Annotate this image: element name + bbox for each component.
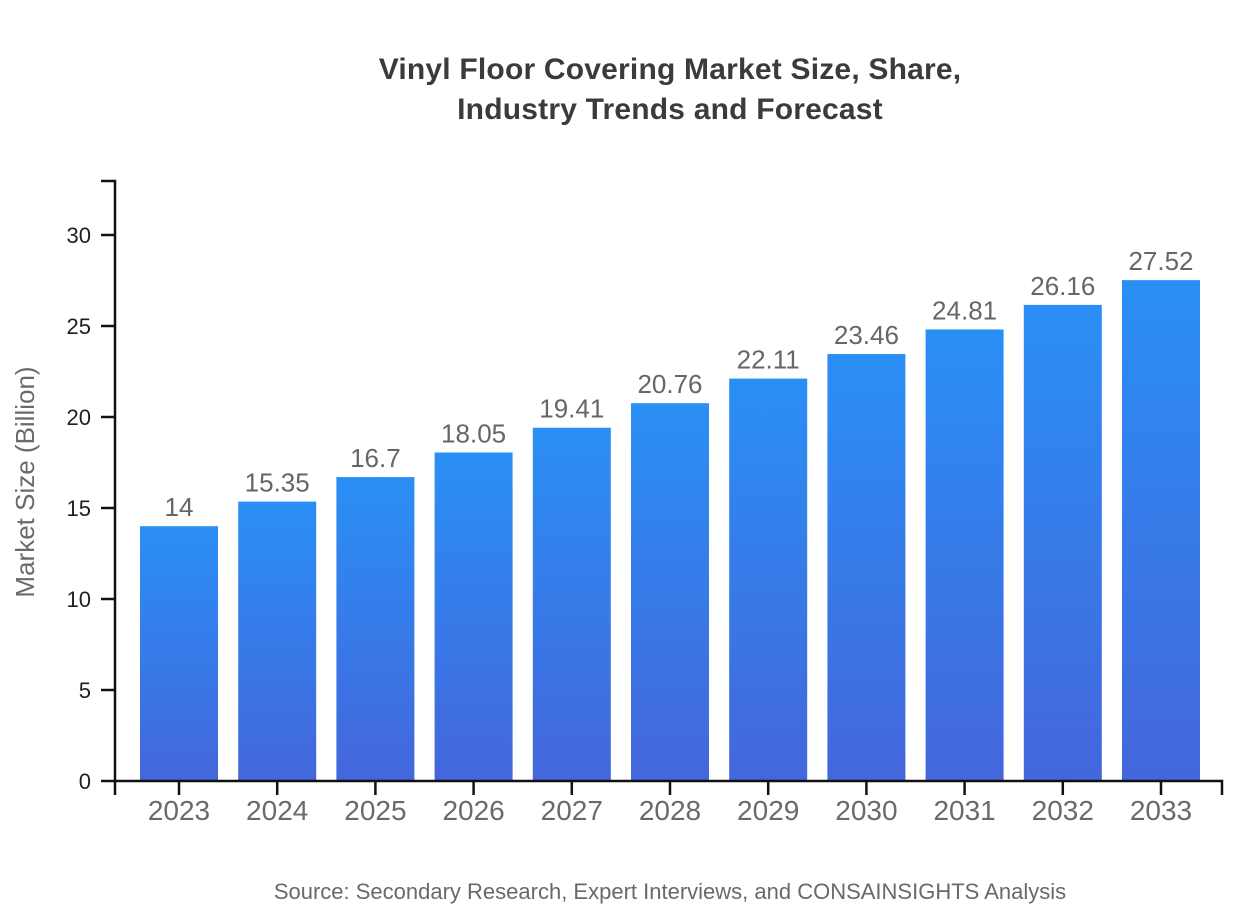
chart-title-line2: Industry Trends and Forecast <box>457 93 883 126</box>
axes-layer <box>101 179 1224 795</box>
y-axis-tick-label: 25 <box>67 314 91 339</box>
x-axis-tick-label: 2033 <box>1130 795 1192 826</box>
x-axis-tick-label: 2026 <box>442 795 504 826</box>
x-axis-tick-label: 2030 <box>835 795 897 826</box>
y-axis-tick-label: 0 <box>79 769 91 794</box>
bar-value-label: 22.11 <box>737 345 800 375</box>
x-axis-tick-label: 2027 <box>541 795 603 826</box>
bar-value-label: 24.81 <box>932 295 997 325</box>
x-axis-tick-label: 2023 <box>148 795 210 826</box>
chart-title-line1: Vinyl Floor Covering Market Size, Share, <box>378 53 962 86</box>
bar-value-label: 15.35 <box>245 468 310 498</box>
x-axis-tick-label: 2028 <box>639 795 701 826</box>
axis-spine <box>101 179 1224 795</box>
bar-2031 <box>925 329 1004 781</box>
bar-value-label: 16.7 <box>350 443 401 473</box>
bar-2032 <box>1023 304 1102 781</box>
bar-2026 <box>434 452 513 781</box>
bar-2024 <box>238 501 317 781</box>
bar-2025 <box>336 477 415 781</box>
bar-2027 <box>532 427 611 781</box>
bar-2033 <box>1122 280 1200 781</box>
bar-2023 <box>140 526 218 781</box>
x-axis-tick-label: 2029 <box>737 795 799 826</box>
x-axis-tick-label: 2031 <box>933 795 995 826</box>
bar-value-label: 19.41 <box>539 394 604 424</box>
labels-layer: 051015202530202314202415.35202516.720261… <box>67 223 1194 826</box>
y-axis-tick-label: 5 <box>79 678 91 703</box>
x-axis-tick-label: 2025 <box>344 795 406 826</box>
y-axis-tick-label: 20 <box>67 405 91 430</box>
bar-value-label: 23.46 <box>834 320 899 350</box>
bar-value-label: 27.52 <box>1128 246 1193 276</box>
bar-2028 <box>631 403 709 781</box>
y-axis-tick-label: 30 <box>67 223 91 248</box>
bar-value-label: 18.05 <box>441 418 506 448</box>
y-axis-tick-label: 15 <box>67 496 91 521</box>
bar-2030 <box>827 354 906 781</box>
y-axis-title: Market Size (Billion) <box>10 366 40 597</box>
chart-title: Vinyl Floor Covering Market Size, Share,… <box>80 50 1260 130</box>
bar-value-label: 14 <box>165 492 194 522</box>
bars-layer <box>140 280 1200 781</box>
x-axis-tick-label: 2024 <box>246 795 308 826</box>
y-axis-tick-label: 10 <box>67 587 91 612</box>
bar-2029 <box>729 378 808 781</box>
x-axis-tick-label: 2032 <box>1032 795 1094 826</box>
source-note: Source: Secondary Research, Expert Inter… <box>273 879 1067 904</box>
bar-value-label: 20.76 <box>637 369 702 399</box>
bar-value-label: 26.16 <box>1030 271 1095 301</box>
